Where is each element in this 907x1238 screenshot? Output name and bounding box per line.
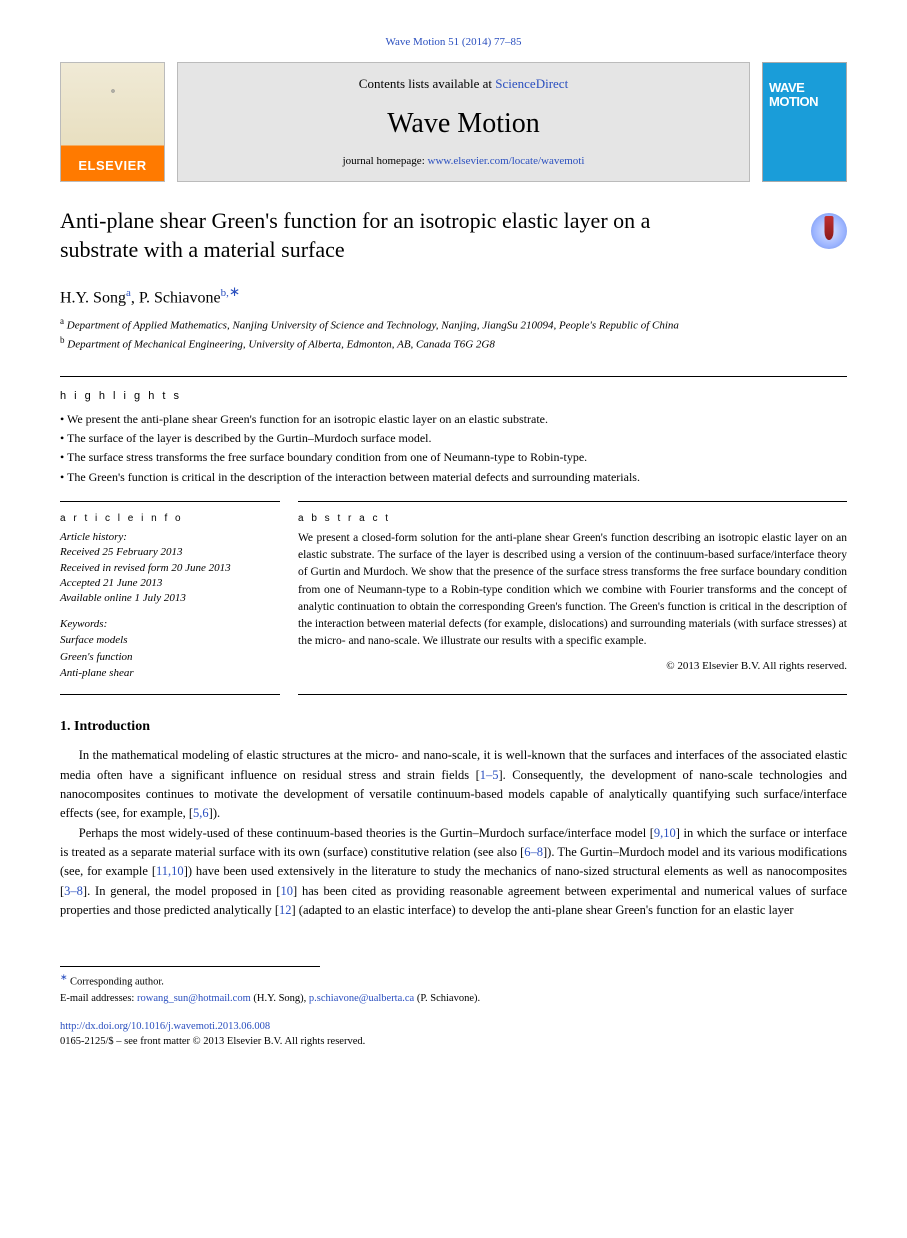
keyword: Green's function xyxy=(60,649,280,666)
intro-heading: 1. Introduction xyxy=(60,717,847,737)
contents-text: Contents lists available at xyxy=(359,76,495,91)
highlights-heading: h i g h l i g h t s xyxy=(60,389,847,404)
citation-link[interactable]: 12 xyxy=(279,903,292,917)
citation-link[interactable]: 9,10 xyxy=(654,826,676,840)
author-1: H.Y. Song xyxy=(60,289,126,306)
footnotes: ∗ Corresponding author. E-mail addresses… xyxy=(60,966,320,1007)
highlight-item: • The Green's function is critical in th… xyxy=(60,468,847,487)
email-link[interactable]: p.schiavone@ualberta.ca xyxy=(309,993,414,1004)
article-history: Article history: Received 25 February 20… xyxy=(60,530,280,607)
rights-line: 0165-2125/$ – see front matter © 2013 El… xyxy=(60,1035,847,1050)
sciencedirect-link[interactable]: ScienceDirect xyxy=(495,76,568,91)
elsevier-logo-text: ELSEVIER xyxy=(61,157,164,175)
paper-title: Anti-plane shear Green's function for an… xyxy=(60,207,720,264)
homepage-text: journal homepage: xyxy=(343,155,428,167)
affiliation-a: a Department of Applied Mathematics, Nan… xyxy=(60,315,847,334)
citation-link[interactable]: 11,10 xyxy=(156,864,184,878)
abstract-text: We present a closed-form solution for th… xyxy=(298,530,847,651)
elsevier-logo[interactable]: ELSEVIER xyxy=(60,62,165,182)
keywords-heading: Keywords: xyxy=(60,617,280,632)
authors-line: H.Y. Songa, P. Schiavoneb,∗ xyxy=(60,283,847,310)
cover-text: WAVEMOTION xyxy=(769,81,818,108)
affiliations: a Department of Applied Mathematics, Nan… xyxy=(60,315,847,353)
author-2: P. Schiavone xyxy=(139,289,221,306)
corresponding-author-note: ∗ Corresponding author. xyxy=(60,971,320,990)
article-info-heading: a r t i c l e i n f o xyxy=(60,512,280,526)
doi-link[interactable]: http://dx.doi.org/10.1016/j.wavemoti.201… xyxy=(60,1021,270,1032)
highlight-item: • The surface of the layer is described … xyxy=(60,429,847,448)
contents-available-line: Contents lists available at ScienceDirec… xyxy=(196,75,731,93)
article-info-column: a r t i c l e i n f o Article history: R… xyxy=(60,502,280,682)
journal-banner: ELSEVIER Contents lists available at Sci… xyxy=(60,62,847,182)
citation-link[interactable]: 3–8 xyxy=(64,884,83,898)
abstract-copyright: © 2013 Elsevier B.V. All rights reserved… xyxy=(298,659,847,674)
journal-cover-thumbnail[interactable]: WAVEMOTION xyxy=(762,62,847,182)
abstract-heading: a b s t r a c t xyxy=(298,512,847,526)
keyword: Anti-plane shear xyxy=(60,665,280,682)
author-1-affil-sup[interactable]: a xyxy=(126,287,131,299)
separator xyxy=(60,376,847,377)
citation-link[interactable]: 6–8 xyxy=(524,845,543,859)
citation-link[interactable]: 10 xyxy=(280,884,293,898)
header-citation: Wave Motion 51 (2014) 77–85 xyxy=(60,35,847,50)
highlight-item: • The surface stress transforms the free… xyxy=(60,448,847,467)
intro-paragraph: Perhaps the most widely-used of these co… xyxy=(60,824,847,921)
email-note: E-mail addresses: rowang_sun@hotmail.com… xyxy=(60,992,320,1007)
homepage-link[interactable]: www.elsevier.com/locate/wavemoti xyxy=(428,155,585,167)
email-link[interactable]: rowang_sun@hotmail.com xyxy=(137,993,251,1004)
introduction-section: 1. Introduction In the mathematical mode… xyxy=(60,717,847,921)
doi-line: http://dx.doi.org/10.1016/j.wavemoti.201… xyxy=(60,1020,847,1035)
abstract-column: a b s t r a c t We present a closed-form… xyxy=(298,502,847,682)
crossmark-icon[interactable] xyxy=(811,213,847,249)
journal-title: Wave Motion xyxy=(196,104,731,143)
author-2-affil-sup[interactable]: b, xyxy=(221,287,229,299)
keyword: Surface models xyxy=(60,632,280,649)
affiliation-b: b Department of Mechanical Engineering, … xyxy=(60,334,847,353)
citation-link[interactable]: 1–5 xyxy=(480,768,499,782)
corresponding-mark[interactable]: ∗ xyxy=(229,284,240,299)
homepage-line: journal homepage: www.elsevier.com/locat… xyxy=(196,154,731,169)
highlights-section: h i g h l i g h t s • We present the ant… xyxy=(60,389,847,487)
keywords-list: Surface models Green's function Anti-pla… xyxy=(60,632,280,682)
intro-paragraph: In the mathematical modeling of elastic … xyxy=(60,746,847,824)
citation-link[interactable]: 5,6 xyxy=(193,806,209,820)
banner-center: Contents lists available at ScienceDirec… xyxy=(177,62,750,182)
highlight-item: • We present the anti-plane shear Green'… xyxy=(60,410,847,429)
